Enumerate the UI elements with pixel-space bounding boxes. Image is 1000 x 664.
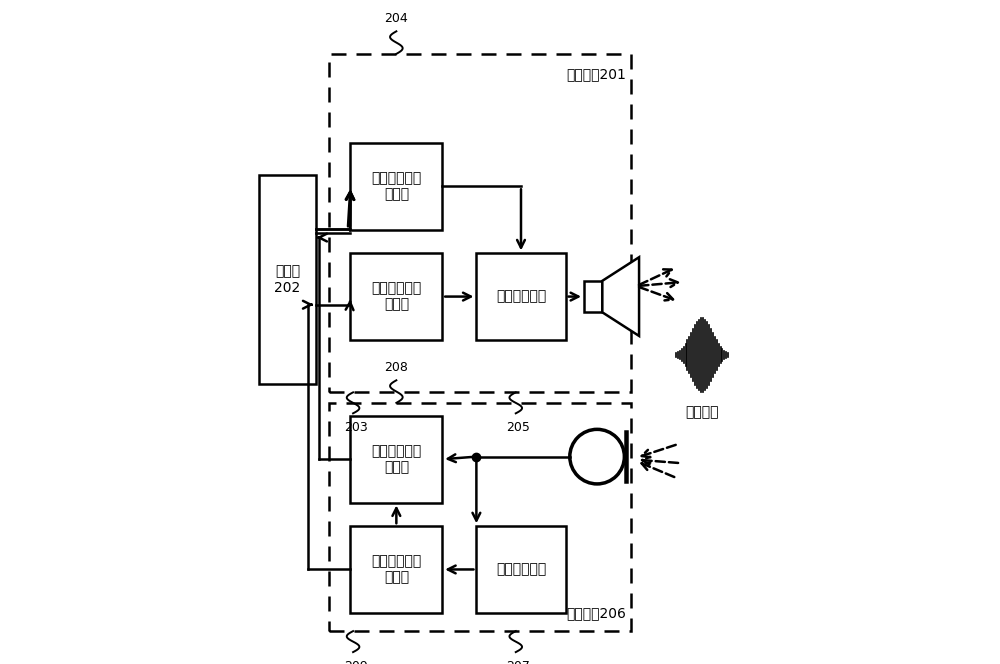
Text: 上行数据包处
理单元: 上行数据包处 理单元 xyxy=(371,554,421,584)
Bar xyxy=(476,526,566,613)
Text: 第一终端201: 第一终端201 xyxy=(566,67,626,81)
Text: 第二终端206: 第二终端206 xyxy=(566,607,626,621)
Polygon shape xyxy=(602,257,639,336)
Text: 声音传播: 声音传播 xyxy=(685,405,719,419)
Text: 下行数据包处
理单元: 下行数据包处 理单元 xyxy=(371,171,421,201)
Bar xyxy=(350,526,442,613)
Text: 208: 208 xyxy=(384,361,408,374)
Text: 203: 203 xyxy=(344,421,368,434)
Text: 水印解析单元: 水印解析单元 xyxy=(496,562,546,576)
Text: 服务器
202: 服务器 202 xyxy=(274,264,301,295)
Bar xyxy=(584,281,602,312)
Bar xyxy=(329,54,631,392)
Text: 205: 205 xyxy=(506,421,530,434)
Bar xyxy=(350,416,442,503)
Bar xyxy=(329,403,631,631)
Bar xyxy=(476,253,566,340)
Text: 水印加载单元: 水印加载单元 xyxy=(496,290,546,303)
Text: 上行音频包处
理单元: 上行音频包处 理单元 xyxy=(371,444,421,474)
Text: 204: 204 xyxy=(384,12,408,25)
Bar xyxy=(350,143,442,230)
Text: 209: 209 xyxy=(344,660,368,664)
Text: 207: 207 xyxy=(506,660,530,664)
Text: 下行音频包处
理单元: 下行音频包处 理单元 xyxy=(371,282,421,311)
Bar xyxy=(350,253,442,340)
Bar xyxy=(259,175,316,384)
